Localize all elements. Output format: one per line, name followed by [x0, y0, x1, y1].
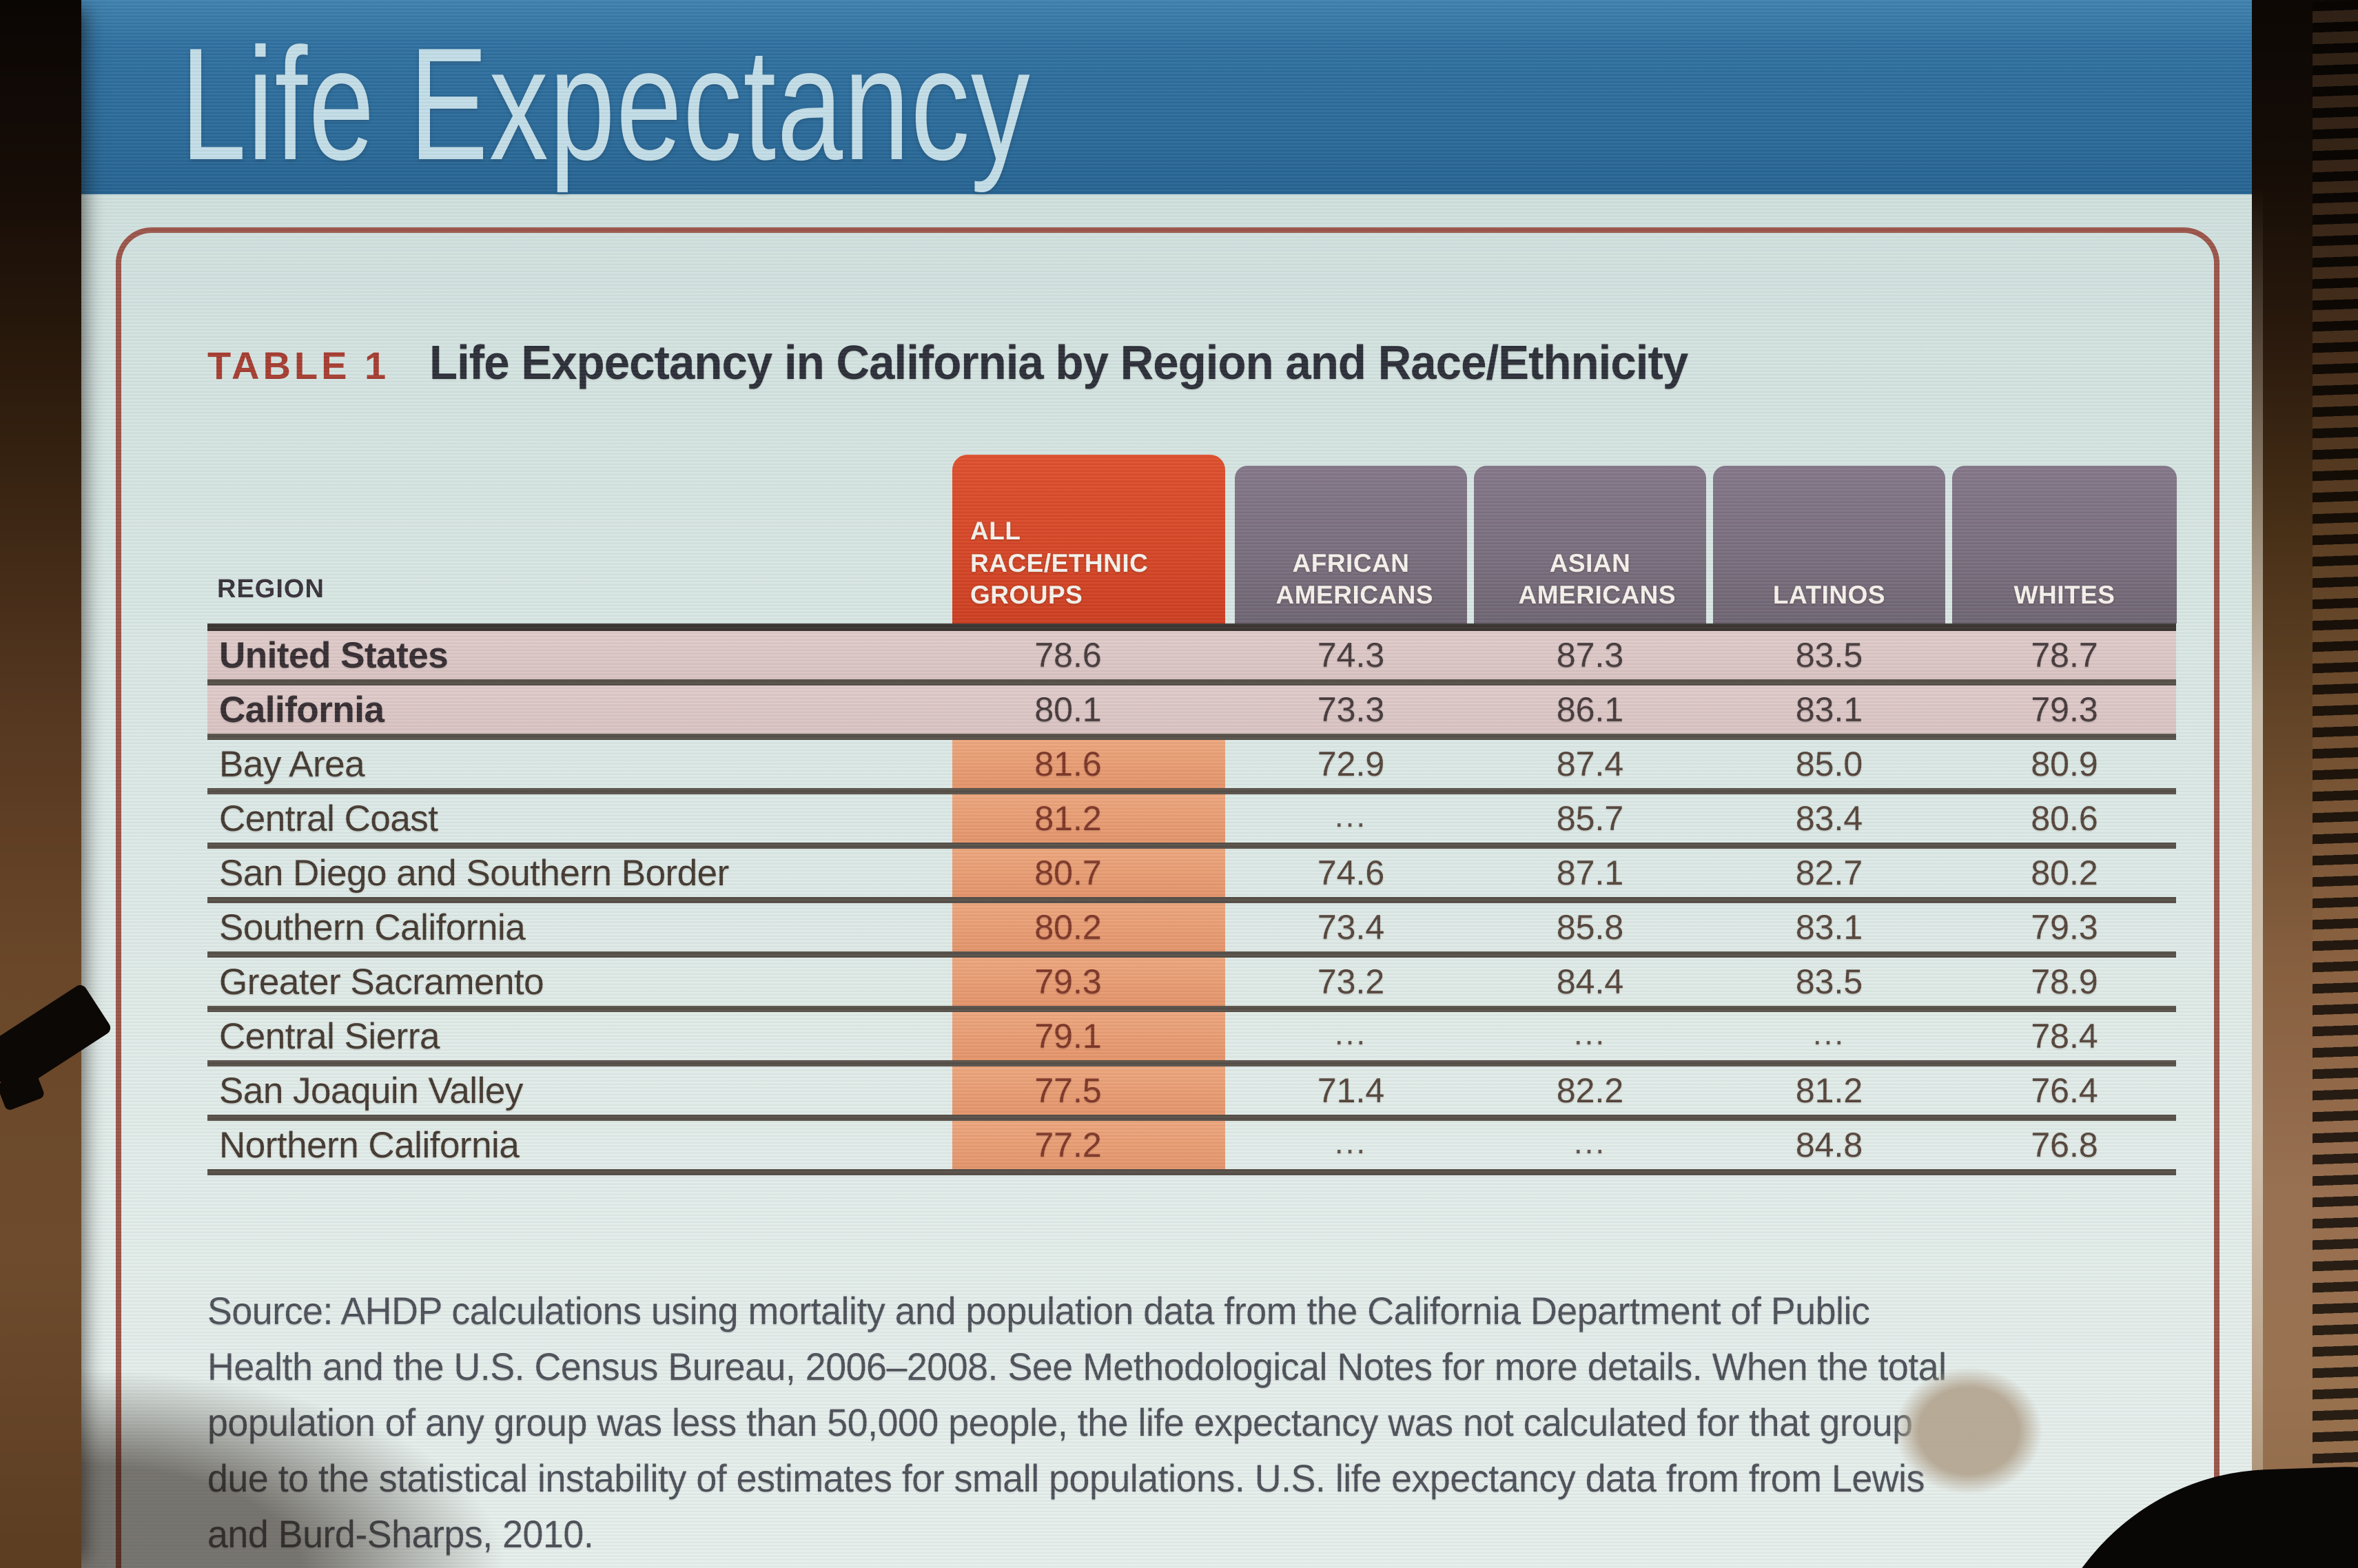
column-header-african-americans: AFRICAN AMERICANS: [1235, 466, 1467, 623]
cell-latinos: ...: [1812, 1015, 1846, 1051]
cell-all-groups: 79.3: [952, 958, 1225, 1006]
cell-african-americans: ...: [1334, 1015, 1368, 1051]
column-header-label: WHITES: [2013, 580, 2115, 609]
cell-all-groups: 81.2: [952, 794, 1225, 843]
table-row: Southern California 80.2 73.4 85.8 83.1 …: [207, 903, 2176, 958]
wall-louvres: [2313, 0, 2358, 1568]
region-name: Central Coast: [219, 798, 438, 839]
slide-title-banner: Life Expectancy: [81, 0, 2252, 194]
cell-african-americans: ...: [1334, 798, 1368, 834]
cell-african-americans: 73.2: [1317, 962, 1385, 1001]
cell-latinos: 82.7: [1795, 854, 1863, 892]
slide: Life Expectancy TABLE 1 Life Expectancy …: [81, 0, 2252, 1568]
column-header-whites: WHITES: [1952, 466, 2177, 623]
cell-asian-americans: 84.4: [1556, 962, 1624, 1001]
cell-latinos: 83.1: [1795, 690, 1863, 729]
cell-all-groups: 80.7: [952, 849, 1225, 897]
cell-all-groups: 80.1: [1034, 690, 1102, 729]
region-name: San Diego and Southern Border: [219, 852, 729, 894]
cell-asian-americans: 82.2: [1556, 1071, 1624, 1110]
table-row: Central Coast 81.2 ... 85.7 83.4 80.6: [207, 794, 2176, 849]
cell-all-groups: 77.5: [952, 1066, 1225, 1115]
column-header-label: ASIAN AMERICANS: [1518, 548, 1677, 609]
cell-asian-americans: 86.1: [1556, 690, 1624, 729]
region-name: Bay Area: [219, 743, 365, 785]
table-label: TABLE 1: [207, 344, 390, 387]
cell-asian-americans: 87.1: [1556, 854, 1624, 892]
source-note-line: Source: AHDP calculations using mortalit…: [207, 1289, 1870, 1332]
column-header-label: LATINOS: [1772, 580, 1886, 609]
table-row: Greater Sacramento 79.3 73.2 84.4 83.5 7…: [207, 958, 2176, 1012]
column-header-latinos: LATINOS: [1713, 466, 1945, 623]
cell-latinos: 83.1: [1795, 908, 1863, 947]
cell-whites: 78.7: [2031, 636, 2098, 674]
column-header-asian-americans: ASIAN AMERICANS: [1474, 466, 1706, 623]
cell-african-americans: 73.3: [1317, 690, 1385, 729]
cell-all-groups: 78.6: [1034, 636, 1102, 674]
cell-whites: 78.4: [2031, 1017, 2098, 1055]
table-row: California 80.1 73.3 86.1 83.1 79.3: [207, 685, 2176, 740]
room-wall-right: [2252, 0, 2358, 1568]
slide-title: Life Expectancy: [181, 15, 1032, 194]
column-header-label: ALL RACE/ETHNIC GROUPS: [970, 517, 1149, 609]
screen-edge-highlight: [2252, 0, 2263, 1568]
cell-asian-americans: 85.8: [1556, 908, 1624, 947]
table-body: United States 78.6 74.3 87.3 83.5 78.7 C…: [207, 623, 2176, 1175]
cell-latinos: 83.4: [1795, 799, 1863, 838]
cell-whites: 76.8: [2031, 1126, 2098, 1164]
table-row: San Joaquin Valley 77.5 71.4 82.2 81.2 7…: [207, 1066, 2176, 1121]
cell-latinos: 83.5: [1795, 962, 1863, 1001]
cell-african-americans: 73.4: [1317, 908, 1385, 947]
cell-whites: 80.2: [2031, 854, 2098, 892]
table-row: San Diego and Southern Border 80.7 74.6 …: [207, 849, 2176, 903]
cell-whites: 78.9: [2031, 962, 2098, 1001]
content-frame-border: [116, 227, 2219, 1568]
cell-all-groups: 79.1: [952, 1012, 1225, 1060]
region-name: Central Sierra: [219, 1015, 440, 1057]
column-header-all-groups: ALL RACE/ETHNIC GROUPS: [952, 455, 1225, 623]
table-row: Bay Area 81.6 72.9 87.4 85.0 80.9: [207, 740, 2176, 794]
cell-all-groups: 80.2: [952, 903, 1225, 951]
cell-african-americans: ...: [1334, 1124, 1368, 1160]
column-header-region: REGION: [217, 575, 325, 604]
cell-asian-americans: ...: [1573, 1124, 1607, 1160]
cell-all-groups: 81.6: [952, 740, 1225, 788]
cell-asian-americans: 87.4: [1556, 745, 1624, 783]
cell-latinos: 85.0: [1795, 745, 1863, 783]
cell-whites: 80.6: [2031, 799, 2098, 838]
room-wall-left: [0, 0, 81, 1568]
cell-african-americans: 74.6: [1317, 854, 1385, 892]
cell-whites: 79.3: [2031, 690, 2098, 729]
cell-asian-americans: ...: [1573, 1015, 1607, 1051]
cell-all-groups: 77.2: [952, 1121, 1225, 1169]
cell-african-americans: 74.3: [1317, 636, 1385, 674]
table-header: REGION ALL RACE/ETHNIC GROUPS AFRICAN AM…: [207, 455, 2177, 623]
column-header-label: AFRICAN AMERICANS: [1275, 548, 1434, 609]
region-name: San Joaquin Valley: [219, 1070, 523, 1111]
table-row: Northern California 77.2 ... ... 84.8 76…: [207, 1121, 2176, 1175]
screen-smudge: [1869, 1345, 2069, 1517]
corner-shadow: [81, 1361, 522, 1568]
table-row: Central Sierra 79.1 ... ... ... 78.4: [207, 1012, 2176, 1066]
cell-asian-americans: 85.7: [1556, 799, 1624, 838]
cell-african-americans: 71.4: [1317, 1071, 1385, 1110]
cell-latinos: 83.5: [1795, 636, 1863, 674]
cell-latinos: 81.2: [1795, 1071, 1863, 1110]
cell-latinos: 84.8: [1795, 1126, 1863, 1164]
table-title: Life Expectancy in California by Region …: [429, 336, 1688, 389]
table-row: United States 78.6 74.3 87.3 83.5 78.7: [207, 631, 2176, 685]
cell-whites: 79.3: [2031, 908, 2098, 947]
cell-whites: 76.4: [2031, 1071, 2098, 1110]
region-name: Northern California: [219, 1124, 520, 1166]
table-heading: TABLE 1 Life Expectancy in California by…: [207, 335, 1741, 390]
region-name: Southern California: [219, 907, 526, 948]
region-name: Greater Sacramento: [219, 961, 544, 1002]
cell-african-americans: 72.9: [1317, 745, 1385, 783]
cell-whites: 80.9: [2031, 745, 2098, 783]
region-name: United States: [219, 635, 449, 676]
cell-asian-americans: 87.3: [1556, 636, 1624, 674]
region-name: California: [219, 689, 385, 730]
